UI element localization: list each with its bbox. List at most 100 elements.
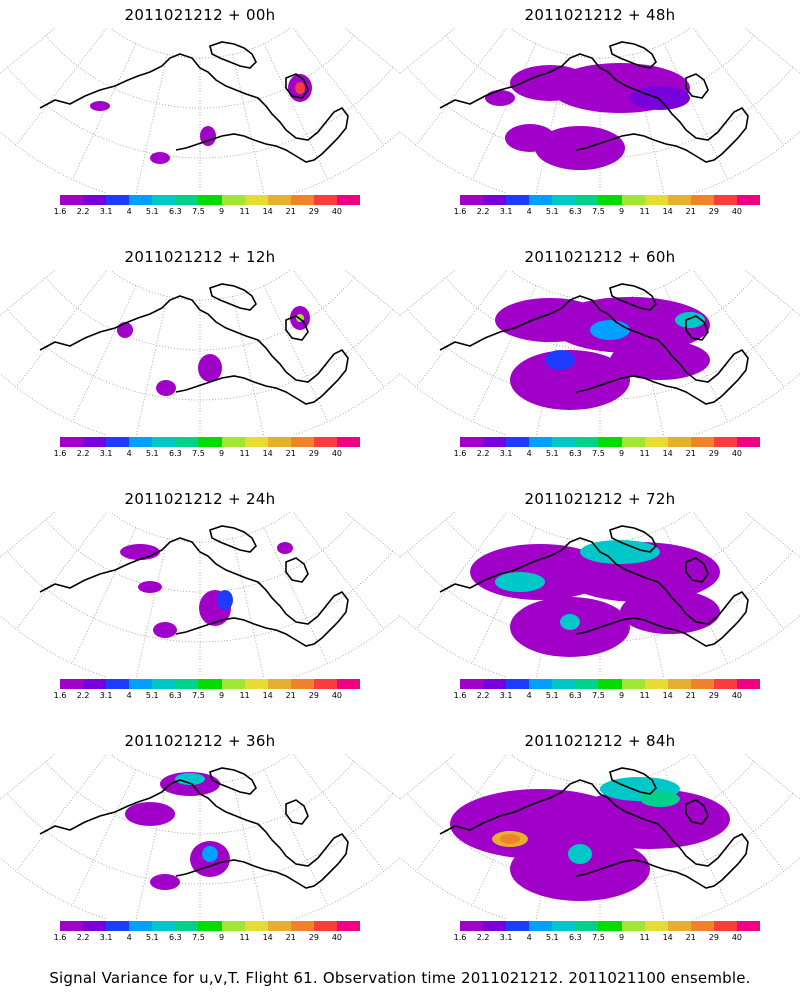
colorbar-swatch <box>483 437 507 447</box>
colorbar-tick-label: 7.5 <box>592 691 605 700</box>
colorbar-tick-label: 5.1 <box>145 691 159 700</box>
colorbar-tick-label: 29 <box>308 933 319 942</box>
colorbar-tick-label: 9 <box>218 449 225 458</box>
colorbar-tick-label: 1.6 <box>53 933 67 942</box>
colorbar-swatch <box>483 195 507 205</box>
lat-lon-grid <box>0 28 400 193</box>
colorbar-swatch <box>690 921 714 931</box>
colorbar-swatch <box>83 437 107 447</box>
colorbar-tick-label: 1.6 <box>453 691 467 700</box>
colorbar-swatch <box>313 679 337 689</box>
variance-contour <box>138 581 162 593</box>
colorbar-tick-label: 40 <box>731 933 743 942</box>
colorbar-tick-label: 29 <box>708 691 719 700</box>
colorbar-swatch <box>621 921 645 931</box>
coastline <box>439 767 749 889</box>
forecast-panel-24h: 2011021212 + 24h 1.6 2.2 3.1 4 5.1 6.3 7.5 9 11 14… <box>0 484 400 729</box>
colorbar-tick-label: 2.2 <box>476 207 490 216</box>
colorbar-swatch <box>198 679 222 689</box>
variance-field <box>485 63 690 170</box>
colorbar-tick-label: 40 <box>731 207 743 216</box>
colorbar <box>460 921 761 931</box>
colorbar-tick-label: 9 <box>218 207 225 216</box>
colorbar-tick-label: 29 <box>308 207 319 216</box>
variance-contour <box>640 791 680 807</box>
colorbar-tick-label: 4 <box>126 691 132 700</box>
coastline <box>439 41 749 163</box>
colorbar-tick-label: 4 <box>126 449 132 458</box>
colorbar-tick-label: 7.5 <box>192 449 205 458</box>
colorbar-swatch <box>313 195 337 205</box>
colorbar-tick-label: 3.1 <box>99 449 113 458</box>
colorbar-swatch <box>667 195 691 205</box>
variance-contour <box>150 874 180 890</box>
panel-title: 2011021212 + 24h <box>124 490 276 508</box>
forecast-panel-00h: 2011021212 + 00h 1.6 2.2 3.1 4 5.1 6.3 7.5 9 11 14… <box>0 0 400 245</box>
colorbar-tick-label: 9 <box>218 691 225 700</box>
variance-map <box>0 270 400 435</box>
lat-lon-grid <box>0 512 400 677</box>
colorbar-tick-label: 11 <box>239 933 250 942</box>
colorbar-tick-label: 1.6 <box>53 207 67 216</box>
colorbar-swatch <box>529 921 553 931</box>
variance-contour <box>500 834 520 844</box>
colorbar-swatch <box>621 437 645 447</box>
colorbar-tick-label: 7.5 <box>192 207 205 216</box>
colorbar-swatch <box>129 679 153 689</box>
colorbar-swatch <box>598 921 622 931</box>
colorbar-tick-label: 11 <box>239 691 250 700</box>
colorbar-swatch <box>644 921 668 931</box>
variance-contour <box>610 340 710 380</box>
colorbar-tick-label: 1.6 <box>53 691 67 700</box>
variance-contour <box>630 86 690 110</box>
colorbar-swatch <box>598 679 622 689</box>
colorbar-tick-label: 6.3 <box>569 691 582 700</box>
colorbar-tick-label: 21 <box>685 691 696 700</box>
colorbar-tick-label: 2.2 <box>76 691 90 700</box>
colorbar <box>460 437 761 447</box>
colorbar-tick-label: 2.2 <box>476 449 490 458</box>
colorbar-tick-label: 6.3 <box>169 691 182 700</box>
variance-map <box>0 28 400 193</box>
variance-contour <box>198 354 222 382</box>
colorbar-swatch <box>152 437 176 447</box>
variance-field <box>90 74 312 164</box>
colorbar-tick-label: 40 <box>331 449 343 458</box>
colorbar-swatch <box>736 921 761 931</box>
colorbar-swatch <box>313 437 337 447</box>
colorbar-tick-label: 1.6 <box>453 933 467 942</box>
colorbar-swatch <box>290 921 314 931</box>
colorbar-swatch <box>529 195 553 205</box>
colorbar-tick-label: 5.1 <box>545 207 559 216</box>
colorbar-labels: 1.6 2.2 3.1 4 5.1 6.3 7.5 9 11 14 21 29 40 <box>48 449 368 461</box>
colorbar-labels: 1.6 2.2 3.1 4 5.1 6.3 7.5 9 11 14 21 29 40 <box>48 933 368 945</box>
colorbar-tick-label: 4 <box>526 449 532 458</box>
colorbar-tick-label: 21 <box>285 449 296 458</box>
colorbar-tick-label: 29 <box>708 449 719 458</box>
colorbar-swatch <box>198 921 222 931</box>
colorbar-swatch <box>690 437 714 447</box>
colorbar-tick-label: 2.2 <box>76 207 90 216</box>
variance-contour <box>90 101 110 111</box>
colorbar-swatch <box>336 437 361 447</box>
colorbar-tick-label: 1.6 <box>53 449 67 458</box>
colorbar-tick-label: 6.3 <box>569 449 582 458</box>
colorbar-swatch <box>313 921 337 931</box>
variance-contour <box>277 542 293 554</box>
variance-contour <box>295 82 305 94</box>
colorbar-swatch <box>83 921 107 931</box>
colorbar-tick-label: 21 <box>285 933 296 942</box>
variance-contour <box>545 350 575 370</box>
colorbar-tick-label: 3.1 <box>99 207 113 216</box>
colorbar-tick-label: 2.2 <box>76 449 90 458</box>
colorbar-swatch <box>713 921 737 931</box>
colorbar-tick-label: 4 <box>126 933 132 942</box>
colorbar-swatch <box>667 437 691 447</box>
colorbar-labels: 1.6 2.2 3.1 4 5.1 6.3 7.5 9 11 14 21 29 40 <box>448 933 768 945</box>
colorbar-swatch <box>244 921 268 931</box>
colorbar-swatch <box>267 195 291 205</box>
variance-map <box>0 754 400 919</box>
colorbar-swatch <box>621 679 645 689</box>
colorbar-labels: 1.6 2.2 3.1 4 5.1 6.3 7.5 9 11 14 21 29 40 <box>448 691 768 703</box>
colorbar-swatch <box>152 679 176 689</box>
